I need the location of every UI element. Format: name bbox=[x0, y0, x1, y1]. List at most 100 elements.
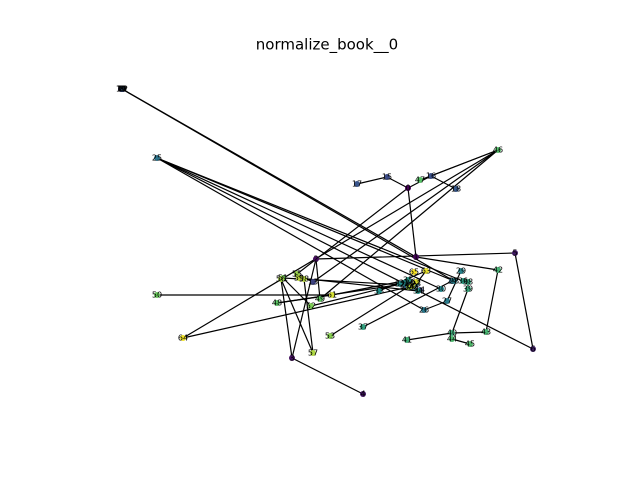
node bbox=[327, 333, 333, 339]
node-label: 38 bbox=[463, 278, 473, 287]
node-label: 2 bbox=[313, 255, 318, 264]
edge bbox=[329, 281, 417, 337]
node-label: 32 bbox=[395, 280, 405, 289]
node-label: 13 bbox=[308, 278, 318, 287]
node bbox=[411, 269, 417, 275]
node bbox=[301, 276, 307, 282]
edge bbox=[156, 157, 442, 290]
edge bbox=[415, 256, 499, 271]
node bbox=[438, 286, 444, 292]
edge bbox=[315, 258, 321, 300]
node bbox=[360, 391, 366, 397]
node-label: 36 bbox=[458, 277, 468, 286]
node-label: 55 bbox=[292, 270, 302, 279]
node-label: 44 bbox=[447, 335, 457, 344]
node-label: 29 bbox=[456, 267, 466, 276]
node-label: 57 bbox=[308, 349, 318, 358]
node-label: 62 bbox=[411, 278, 421, 287]
node-label: 28 bbox=[449, 277, 459, 286]
node-label: 40 bbox=[447, 329, 457, 338]
node-label: 17 bbox=[352, 180, 362, 189]
node bbox=[417, 177, 423, 183]
node-label: 54 bbox=[404, 283, 414, 292]
node-label: 20 bbox=[405, 279, 415, 288]
node bbox=[154, 292, 160, 298]
node-label: 12 bbox=[118, 85, 128, 94]
edge bbox=[423, 300, 448, 311]
node bbox=[465, 279, 471, 285]
node bbox=[310, 279, 316, 285]
edge bbox=[182, 149, 499, 339]
edge bbox=[446, 270, 462, 302]
node bbox=[119, 86, 125, 92]
node-label: 7 bbox=[119, 85, 124, 94]
edge bbox=[156, 157, 425, 311]
node-label: 48 bbox=[272, 299, 282, 308]
node-label: 39 bbox=[463, 285, 473, 294]
node-label: 23 bbox=[411, 280, 421, 289]
node-label: 22 bbox=[408, 283, 418, 292]
node bbox=[413, 254, 419, 260]
node bbox=[495, 147, 501, 153]
edge bbox=[312, 149, 499, 283]
edge bbox=[121, 88, 455, 282]
node bbox=[180, 335, 186, 341]
node-label: 34 bbox=[413, 287, 423, 296]
edge bbox=[386, 176, 409, 189]
node bbox=[413, 279, 419, 285]
node-label: 30 bbox=[436, 285, 446, 294]
node bbox=[404, 337, 410, 343]
edge bbox=[514, 252, 534, 350]
node-label: 45 bbox=[465, 340, 475, 349]
node-label: 53 bbox=[325, 332, 335, 341]
node bbox=[360, 324, 366, 330]
node-label: 59 bbox=[294, 274, 304, 283]
node-label: 51 bbox=[278, 274, 288, 283]
node-label: 65 bbox=[409, 268, 419, 277]
node-label: 9 bbox=[120, 85, 125, 94]
node-label: 52 bbox=[306, 302, 316, 311]
node-label: 8 bbox=[119, 85, 124, 94]
node bbox=[530, 346, 536, 352]
node-label: 10 bbox=[116, 85, 126, 94]
node-label: 49 bbox=[315, 295, 325, 304]
node-label: 19 bbox=[117, 85, 127, 94]
node bbox=[278, 276, 284, 282]
edge bbox=[356, 176, 388, 185]
edge bbox=[451, 338, 471, 345]
node-label: 63 bbox=[421, 267, 431, 276]
node bbox=[460, 278, 466, 284]
node-label: 43 bbox=[481, 328, 491, 337]
node-label: 6 bbox=[530, 345, 535, 354]
node-label: 33 bbox=[374, 287, 384, 296]
node-label: 50 bbox=[152, 291, 162, 300]
node-label: 58 bbox=[299, 275, 309, 284]
edge bbox=[485, 269, 499, 333]
node-label: 27 bbox=[442, 297, 452, 306]
node bbox=[495, 267, 501, 273]
node-label: 60 bbox=[407, 282, 417, 291]
node bbox=[317, 296, 323, 302]
node bbox=[376, 288, 382, 294]
edge bbox=[156, 157, 455, 282]
edge bbox=[291, 258, 317, 359]
node bbox=[415, 288, 421, 294]
edge bbox=[156, 157, 534, 350]
node-label: 35 bbox=[403, 276, 413, 285]
title: normalize_book__0 bbox=[256, 36, 398, 55]
edge bbox=[319, 149, 499, 300]
node-label: 24 bbox=[447, 277, 457, 286]
node bbox=[423, 268, 429, 274]
node-label: 37 bbox=[358, 323, 368, 332]
node-label: 61 bbox=[327, 291, 337, 300]
node-label: 5 bbox=[512, 249, 517, 258]
node-label: 25 bbox=[152, 154, 162, 163]
node bbox=[154, 155, 160, 161]
node bbox=[289, 355, 295, 361]
node-label: 46 bbox=[493, 146, 503, 155]
node-label: 64 bbox=[178, 334, 188, 343]
node-label: 47 bbox=[415, 176, 425, 185]
node-label: 26 bbox=[419, 306, 429, 315]
edge bbox=[362, 280, 453, 328]
